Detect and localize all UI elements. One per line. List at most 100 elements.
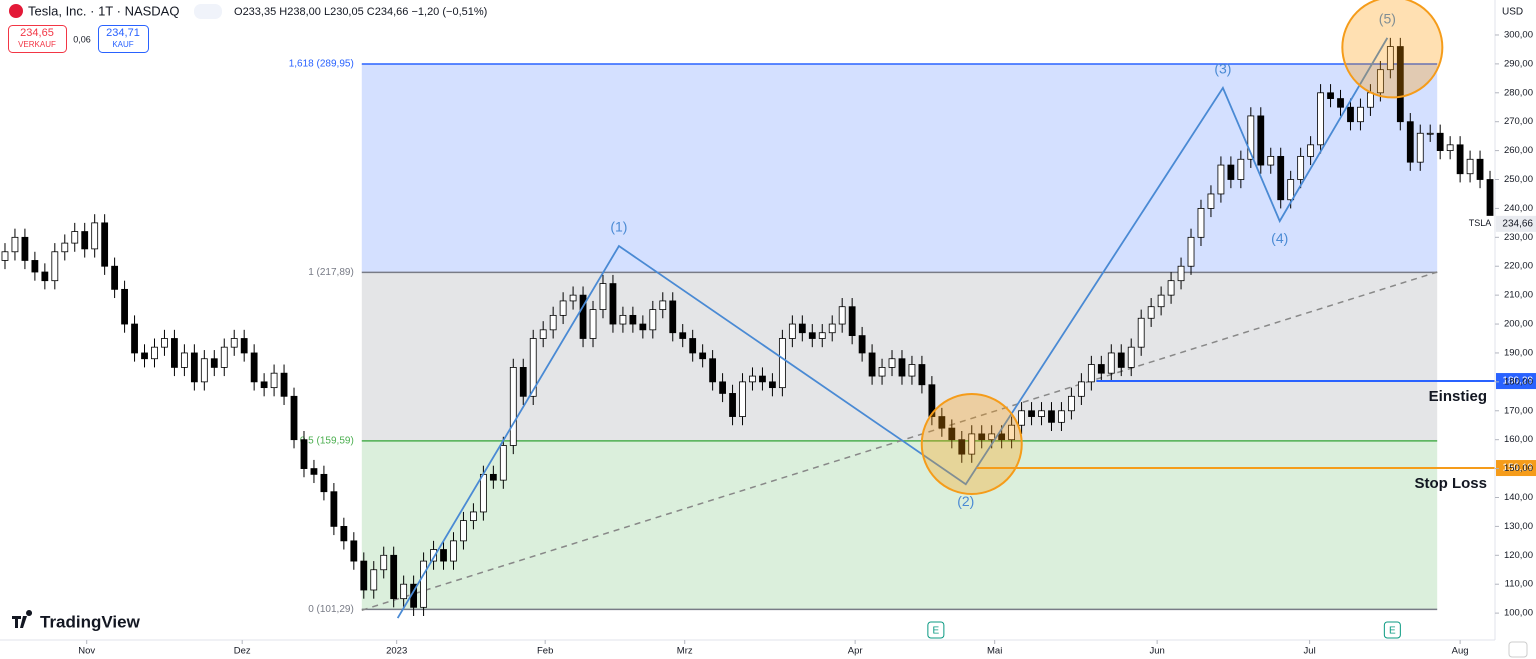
- wave-label: (5): [1379, 11, 1396, 27]
- y-tick-label: 120,00: [1504, 550, 1533, 561]
- candle-body: [559, 300, 567, 316]
- event-marker[interactable]: [1383, 621, 1401, 639]
- time-axis-bg: [0, 640, 1536, 659]
- candle-body: [1068, 395, 1075, 412]
- candle-body: [1048, 410, 1055, 423]
- candle-body: [1416, 132, 1424, 163]
- x-tick-label: Jul: [1304, 646, 1316, 657]
- candle-body: [1357, 106, 1364, 123]
- candle-body: [320, 473, 328, 493]
- candle-body: [260, 381, 268, 389]
- settings-button[interactable]: [1508, 641, 1528, 658]
- candle-body: [1347, 106, 1354, 123]
- candle-body: [131, 323, 138, 354]
- candle-body: [1466, 158, 1474, 175]
- spread: 0,06: [73, 34, 91, 44]
- candle-body: [161, 338, 168, 348]
- fib-label: 1,618 (289,95): [289, 59, 354, 70]
- candle-body: [749, 375, 756, 383]
- candle-body: [978, 433, 986, 441]
- candle-body: [390, 554, 398, 600]
- candle-body: [151, 346, 158, 360]
- level-label: Einstieg: [1429, 388, 1487, 405]
- candle-body: [101, 222, 109, 267]
- candle-body: [1406, 121, 1414, 163]
- y-tick-label: 190,00: [1504, 347, 1533, 358]
- candle-body: [898, 358, 906, 377]
- symbol: Tesla, Inc. · 1T · NASDAQ: [28, 3, 179, 18]
- y-tick-label: 180,00: [1504, 376, 1533, 387]
- wave-label: (1): [610, 219, 627, 235]
- candle-body: [400, 583, 408, 600]
- event-label: E: [1389, 626, 1396, 637]
- candle-body: [489, 473, 497, 481]
- candle-body: [200, 358, 208, 383]
- candle-body: [968, 433, 976, 455]
- candle-body: [1476, 158, 1484, 180]
- ohlc-legend: O233,35 H238,00 L230,05 C234,66 −1,20 (−…: [234, 6, 487, 18]
- y-tick-label: 110,00: [1505, 579, 1533, 590]
- y-tick-label: 280,00: [1504, 87, 1533, 98]
- trendline: [361, 271, 1438, 611]
- candle-body: [629, 314, 637, 325]
- candle-body: [81, 231, 89, 250]
- candle-body: [430, 549, 437, 562]
- indicator-toggle[interactable]: [194, 4, 222, 19]
- candle-body: [1327, 92, 1334, 99]
- candle-body: [440, 549, 447, 562]
- candle-body: [479, 473, 487, 513]
- candle-body: [280, 372, 288, 397]
- y-tick-label: 290,00: [1504, 58, 1533, 69]
- candle-body: [1177, 265, 1185, 282]
- candle-body: [71, 231, 79, 244]
- candle-body: [1267, 155, 1275, 166]
- candle-body: [549, 314, 557, 331]
- candle-body: [380, 554, 388, 571]
- c: 234,66: [375, 6, 409, 18]
- candle-body: [599, 283, 607, 310]
- candle-body: [729, 393, 736, 417]
- candle-body: [1277, 155, 1285, 201]
- y-tick-label: 270,00: [1504, 116, 1533, 127]
- currency[interactable]: USD: [1502, 7, 1523, 18]
- candle-body: [649, 309, 657, 331]
- sell-button[interactable]: [8, 25, 67, 53]
- candle-body: [1087, 364, 1095, 383]
- candle-body: [1187, 236, 1195, 267]
- candle-body: [340, 525, 348, 542]
- candle-body: [41, 271, 49, 282]
- candle-body: [190, 352, 198, 383]
- buy-button[interactable]: [98, 25, 149, 53]
- candle-body: [300, 439, 308, 469]
- candle-body: [1307, 144, 1315, 157]
- l: 230,05: [330, 6, 364, 18]
- candle-body: [61, 242, 69, 253]
- candle-body: [1436, 132, 1444, 152]
- candle-body: [1446, 144, 1454, 152]
- candle-body: [1127, 346, 1135, 368]
- candle-body: [1018, 410, 1025, 426]
- candle-body: [669, 300, 677, 334]
- candle-body: [619, 314, 627, 325]
- candle-body: [141, 352, 148, 360]
- wave-label: (4): [1271, 230, 1288, 246]
- highlight-circle: [920, 393, 1023, 496]
- candle-body: [609, 283, 617, 325]
- x-tick-label: Jun: [1149, 646, 1164, 657]
- candle-body: [1247, 115, 1255, 160]
- last-price-tag: [1496, 215, 1536, 232]
- brand: TradingView: [40, 612, 141, 631]
- candle-body: [699, 352, 707, 360]
- y-tick-label: 240,00: [1504, 203, 1533, 214]
- candle-body: [509, 367, 517, 446]
- price-tag-label: 180,28: [1502, 376, 1533, 387]
- candle-body: [180, 352, 188, 368]
- candle-body: [1217, 164, 1225, 195]
- event-marker[interactable]: [927, 621, 945, 639]
- annotations: (1) (2) (3) (4) (5) Einstieg Stop Loss E E: [396, 0, 1495, 639]
- y-tick-label: 200,00: [1504, 319, 1533, 330]
- candle-body: [1157, 294, 1165, 308]
- candle-body: [270, 372, 278, 389]
- h: 238,00: [287, 6, 321, 18]
